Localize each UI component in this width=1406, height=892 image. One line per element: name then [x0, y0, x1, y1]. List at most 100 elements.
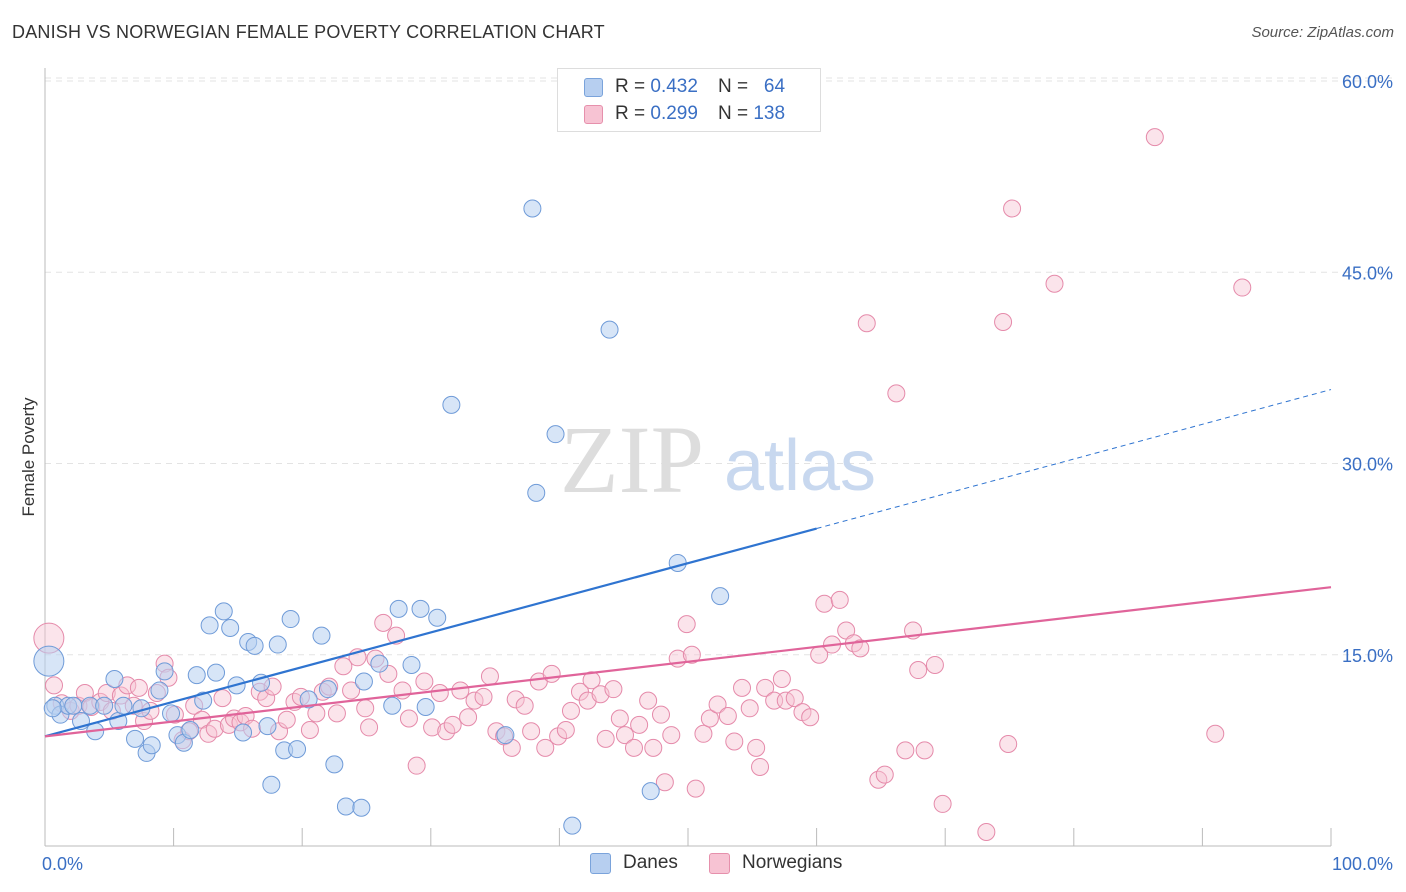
- danes-point: [194, 691, 213, 710]
- danes-point: [187, 666, 206, 685]
- norwegians-point: [733, 678, 752, 697]
- norwegians-point: [677, 615, 696, 634]
- x-tick-label: 0.0%: [42, 854, 83, 874]
- norwegians-point: [465, 691, 484, 710]
- norwegians-point: [896, 741, 915, 760]
- danes-point: [258, 717, 277, 736]
- norwegians-point: [356, 699, 375, 718]
- norwegians-point: [480, 667, 499, 686]
- norwegians-point: [451, 681, 470, 700]
- legend-label: Norwegians: [742, 852, 843, 873]
- norwegians-point: [1233, 278, 1252, 297]
- norwegians-point: [277, 710, 296, 729]
- danes-point: [126, 729, 145, 748]
- norwegians-point: [624, 738, 643, 757]
- trendlines: [44, 389, 1332, 738]
- norwegians-point: [772, 669, 791, 688]
- danes-point: [33, 645, 65, 677]
- danes-point: [527, 483, 546, 502]
- norwegians-point: [747, 738, 766, 757]
- danes-point: [668, 553, 687, 572]
- norwegians-point: [830, 590, 849, 609]
- danes-point: [523, 199, 542, 218]
- norwegians-point: [815, 594, 834, 613]
- norwegians-point: [686, 779, 705, 798]
- n-value: 64: [763, 76, 786, 97]
- norwegians-swatch: [709, 852, 730, 874]
- norwegians-point: [999, 735, 1018, 753]
- danes-point: [105, 669, 124, 688]
- danes-point: [411, 599, 430, 618]
- norwegians-point: [374, 613, 393, 632]
- danes-point: [207, 663, 226, 682]
- norwegians-point: [437, 722, 456, 741]
- danes-point: [318, 680, 337, 699]
- danes-point: [641, 782, 660, 801]
- n-value: 138: [753, 103, 786, 124]
- danes-swatch: [584, 77, 603, 97]
- norwegians-point: [205, 719, 224, 738]
- norwegians-point: [751, 757, 770, 776]
- danes-point: [214, 602, 233, 621]
- danes-point: [234, 723, 253, 742]
- norwegians-point: [430, 684, 449, 702]
- norwegians-point: [725, 732, 744, 751]
- norwegians-point: [542, 664, 561, 683]
- danes-point: [155, 662, 174, 681]
- norwegians-point: [423, 718, 442, 737]
- danes-point: [162, 704, 181, 723]
- norwegians-point: [933, 794, 952, 813]
- norwegians-point: [45, 676, 64, 695]
- watermark-atlas: atlas: [724, 426, 876, 506]
- norwegians-point: [756, 678, 775, 697]
- danes-point: [354, 672, 373, 691]
- chart-title: DANISH VS NORWEGIAN FEMALE POVERTY CORRE…: [12, 22, 605, 42]
- danes-point: [563, 816, 582, 835]
- norwegians-point: [415, 672, 434, 691]
- legend-label: Danes: [623, 852, 678, 873]
- norwegians-point: [459, 708, 478, 727]
- norwegians-point: [213, 689, 232, 708]
- danes-point: [268, 635, 287, 654]
- r-label: R =: [615, 76, 646, 97]
- danes-point: [245, 636, 264, 655]
- axes: [44, 68, 1332, 847]
- danes-point: [389, 599, 408, 618]
- watermark-zip: ZIP: [560, 406, 704, 513]
- norwegians-point: [694, 724, 713, 743]
- norwegians-point: [875, 765, 894, 784]
- legend-row-norwegians: R = 0.299 N = 138: [584, 102, 785, 126]
- norwegians-swatch: [584, 104, 603, 124]
- danes-point: [95, 696, 114, 715]
- norwegians-point: [443, 715, 462, 734]
- danes-point: [442, 395, 461, 414]
- norwegians-point: [887, 384, 906, 403]
- y-tick-label: 15.0%: [1342, 646, 1393, 666]
- danes-point: [299, 690, 318, 709]
- norwegians-point: [655, 773, 674, 792]
- danes-point: [114, 696, 133, 715]
- norwegians-point: [596, 729, 615, 748]
- norwegians-point: [610, 709, 629, 728]
- norwegians-point: [977, 822, 996, 841]
- norwegians-point: [327, 704, 346, 723]
- norwegians-point: [708, 695, 727, 714]
- danes-point: [428, 608, 447, 627]
- norwegians-point: [1045, 274, 1064, 293]
- source-label: Source: ZipAtlas.com: [1251, 24, 1394, 41]
- danes-swatch: [590, 852, 611, 874]
- norwegians-point: [915, 741, 934, 760]
- norwegians-point: [474, 687, 493, 706]
- n-label: N =: [717, 103, 749, 124]
- y-axis-title: Female Poverty: [19, 397, 38, 517]
- n-label: N =: [717, 76, 749, 97]
- danes-point: [281, 610, 300, 629]
- norwegians-point: [639, 691, 658, 710]
- danes-point: [312, 626, 331, 645]
- norwegians-point: [801, 708, 820, 727]
- danes-point: [370, 654, 389, 673]
- x-tick-label: 100.0%: [1332, 854, 1393, 874]
- r-value: 0.299: [650, 103, 698, 124]
- norwegians-point: [407, 756, 426, 775]
- norwegians-point: [651, 705, 670, 724]
